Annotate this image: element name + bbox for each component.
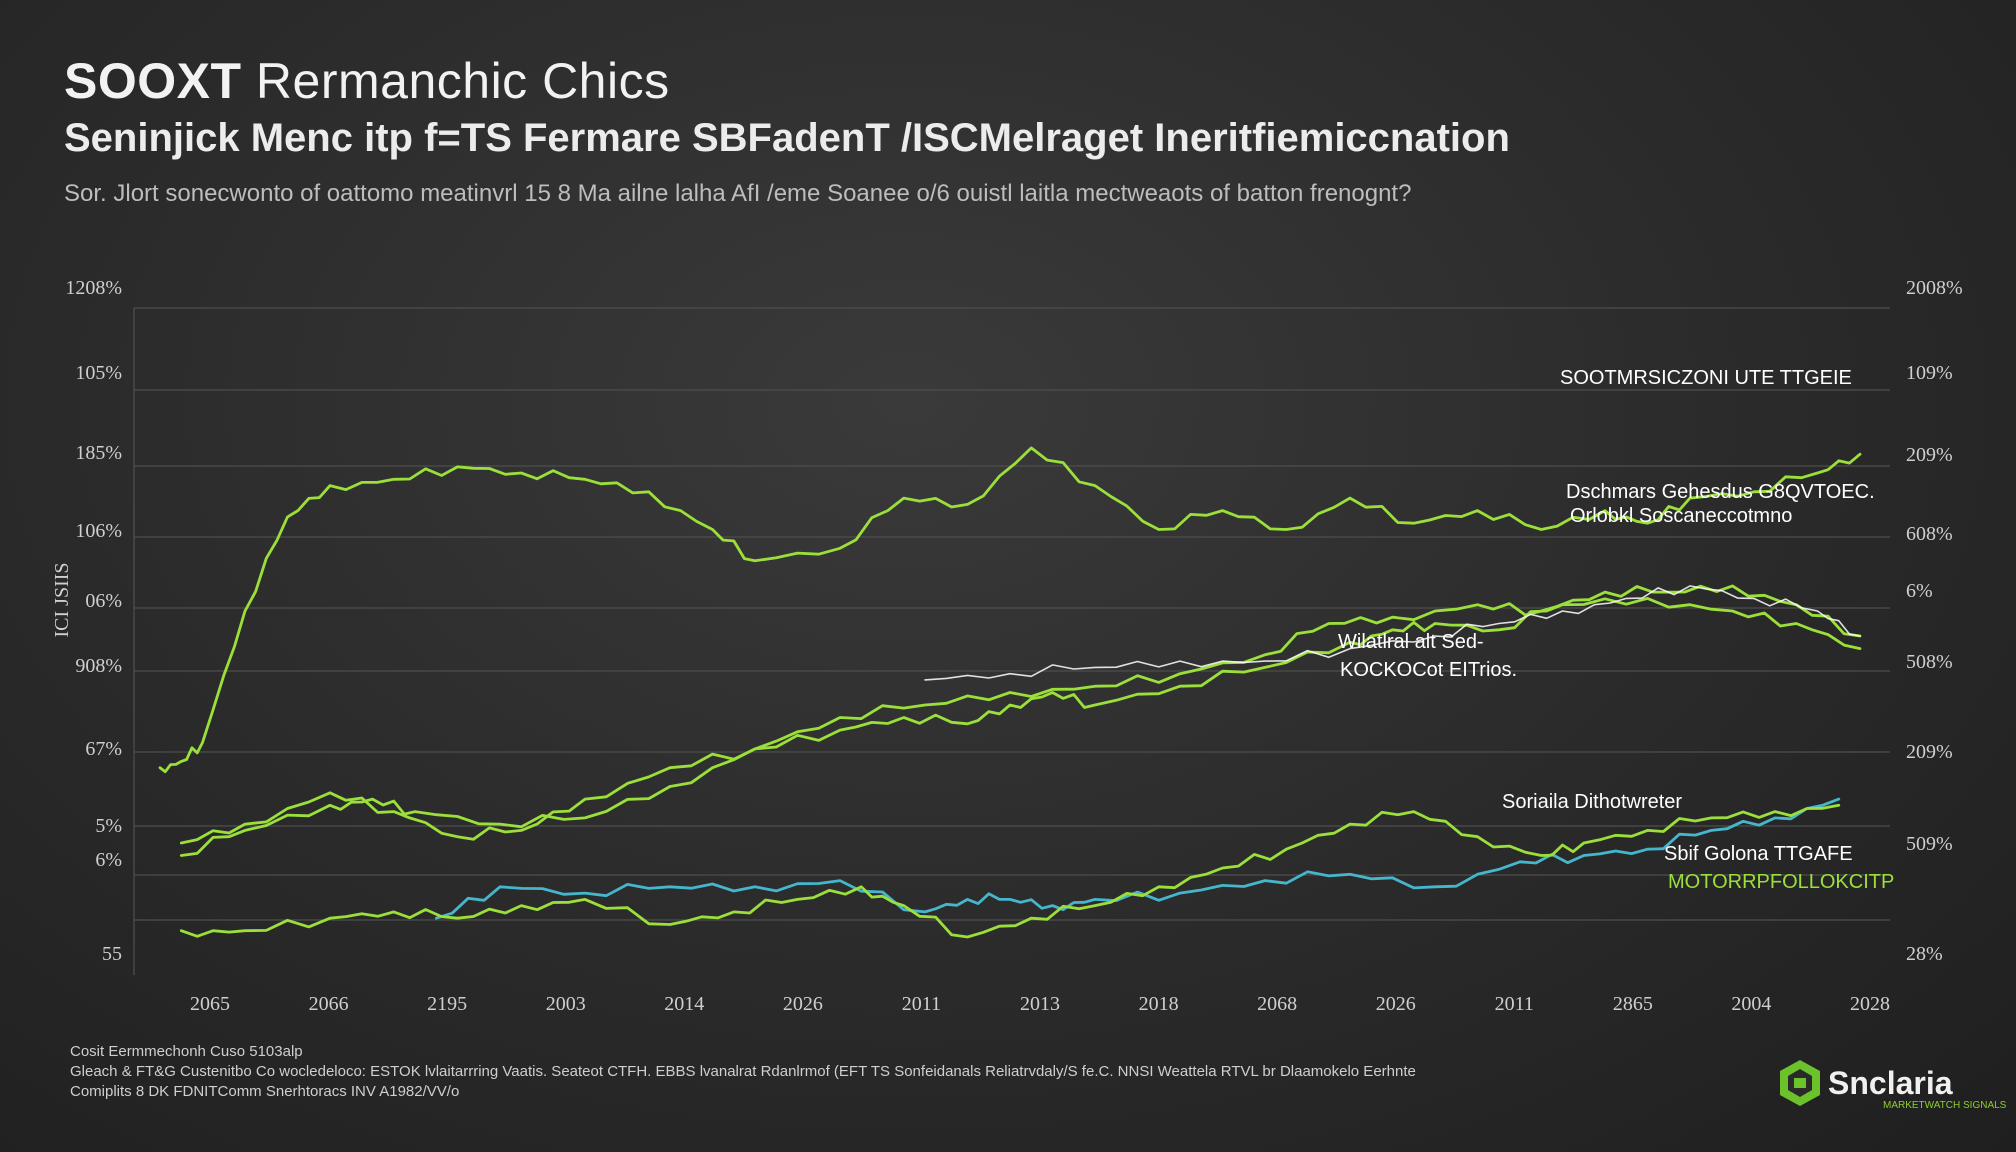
y-tick-label-right: 209% (1906, 741, 1953, 763)
chart-annotation: Wilatlral alt Sed- (1338, 631, 1484, 653)
x-tick-label: 2026 (783, 993, 823, 1015)
x-tick-label: 2018 (1139, 993, 1179, 1015)
x-tick-label: 2011 (1495, 993, 1534, 1015)
page-title: SOOXT Rermanchic Chics (64, 53, 670, 109)
chart-annotation: Orlobkl Soscaneccotmno (1570, 505, 1792, 527)
footer-line-1: Cosit Eermmechonh Cuso 5103alp (70, 1043, 303, 1060)
brand-logo[interactable]: Snclaria (1778, 1058, 1953, 1108)
chart-series (158, 446, 1862, 939)
series-line (179, 597, 1862, 857)
y-tick-label-left: 06% (85, 590, 122, 612)
x-tick-label: 2003 (546, 993, 586, 1015)
y-tick-label-right: 209% (1906, 444, 1953, 466)
hexagon-logo-icon (1780, 1060, 1820, 1106)
x-tick-label: 2068 (1257, 993, 1297, 1015)
brand-tagline: MARKETWATCH SIGNALS (1883, 1100, 2007, 1111)
y-tick-label-right: 109% (1906, 362, 1953, 384)
series-line (179, 584, 1862, 845)
y-tick-label-right: 608% (1906, 523, 1953, 545)
series-line (924, 585, 1861, 681)
y-tick-label-left: 908% (75, 655, 122, 677)
y-axis-title: ICI JSIIS (51, 562, 73, 637)
series-line (179, 803, 1841, 939)
y-tick-label-left: 6% (95, 849, 122, 871)
chart-annotations: SOOTMRSICZONI UTE TTGEIE Dschmars Gehesdu… (1338, 367, 1894, 893)
y-tick-label-left: 106% (75, 520, 122, 542)
x-tick-label: 2013 (1020, 993, 1060, 1015)
x-tick-label: 2865 (1613, 993, 1653, 1015)
y-tick-label-right: 508% (1906, 651, 1953, 673)
y-tick-label-right: 28% (1906, 943, 1943, 965)
y-tick-label-left: 1208% (65, 277, 122, 299)
series-line (158, 446, 1862, 774)
y-tick-label-left: 105% (75, 362, 122, 384)
footer-line-3: Comiplits 8 DK FDNITComm Snerhtoracs INV… (70, 1083, 460, 1100)
chart-caption: Sor. Jlort sonecwonto of oattomo meatinv… (64, 180, 1412, 207)
x-tick-label: 2065 (190, 993, 230, 1015)
x-tick-label: 2066 (309, 993, 349, 1015)
brand-name: Snclaria (1828, 1064, 1953, 1101)
x-tick-label: 2014 (664, 993, 704, 1015)
y-tick-label-left: 185% (75, 442, 122, 464)
y-tick-label-left: 5% (95, 815, 122, 837)
series-line (434, 797, 1841, 920)
x-tick-label: 2011 (902, 993, 941, 1015)
y-axis-left-labels: 1208% 105% 185% 106% 06% 908% 67% 5% 6% 55 (65, 277, 122, 965)
chart-annotation: Dschmars Gehesdus G8QVTOEC. (1566, 481, 1875, 503)
x-tick-label: 2028 (1850, 993, 1890, 1015)
x-tick-label: 2195 (427, 993, 467, 1015)
y-tick-label-right: 509% (1906, 833, 1953, 855)
x-axis-labels: 2065 2066 2195 2003 2014 2026 2011 2013 2018 2068… (190, 993, 1890, 1015)
y-tick-label-left: 55 (102, 943, 122, 965)
footer-line-2: Gleach & FT&G Custenitbo Co wocledeloco:… (70, 1063, 1416, 1080)
chart-annotation: Soriaila Dithotwreter (1502, 791, 1682, 813)
page-subtitle: Seninjick Menc itp f=TS Fermare SBFadenT… (64, 116, 1510, 160)
chart-annotation: SOOTMRSICZONI UTE TTGEIE (1560, 367, 1852, 389)
chart-annotation: MOTORRPFOLLOKCITP (1668, 871, 1894, 893)
chart-annotation: Sbif Golona TTGAFE (1664, 843, 1853, 865)
y-tick-label-right: 2008% (1906, 277, 1963, 299)
x-tick-label: 2026 (1376, 993, 1416, 1015)
x-tick-label: 2004 (1731, 993, 1771, 1015)
chart-annotation: KOCKOCot EITrios. (1340, 659, 1517, 681)
y-tick-label-left: 67% (85, 738, 122, 760)
y-axis-right-labels: 2008% 109% 209% 608% 6% 508% 209% 509% 28% (1906, 277, 1963, 965)
chart-grid (133, 307, 1890, 975)
y-tick-label-right: 6% (1906, 580, 1933, 602)
